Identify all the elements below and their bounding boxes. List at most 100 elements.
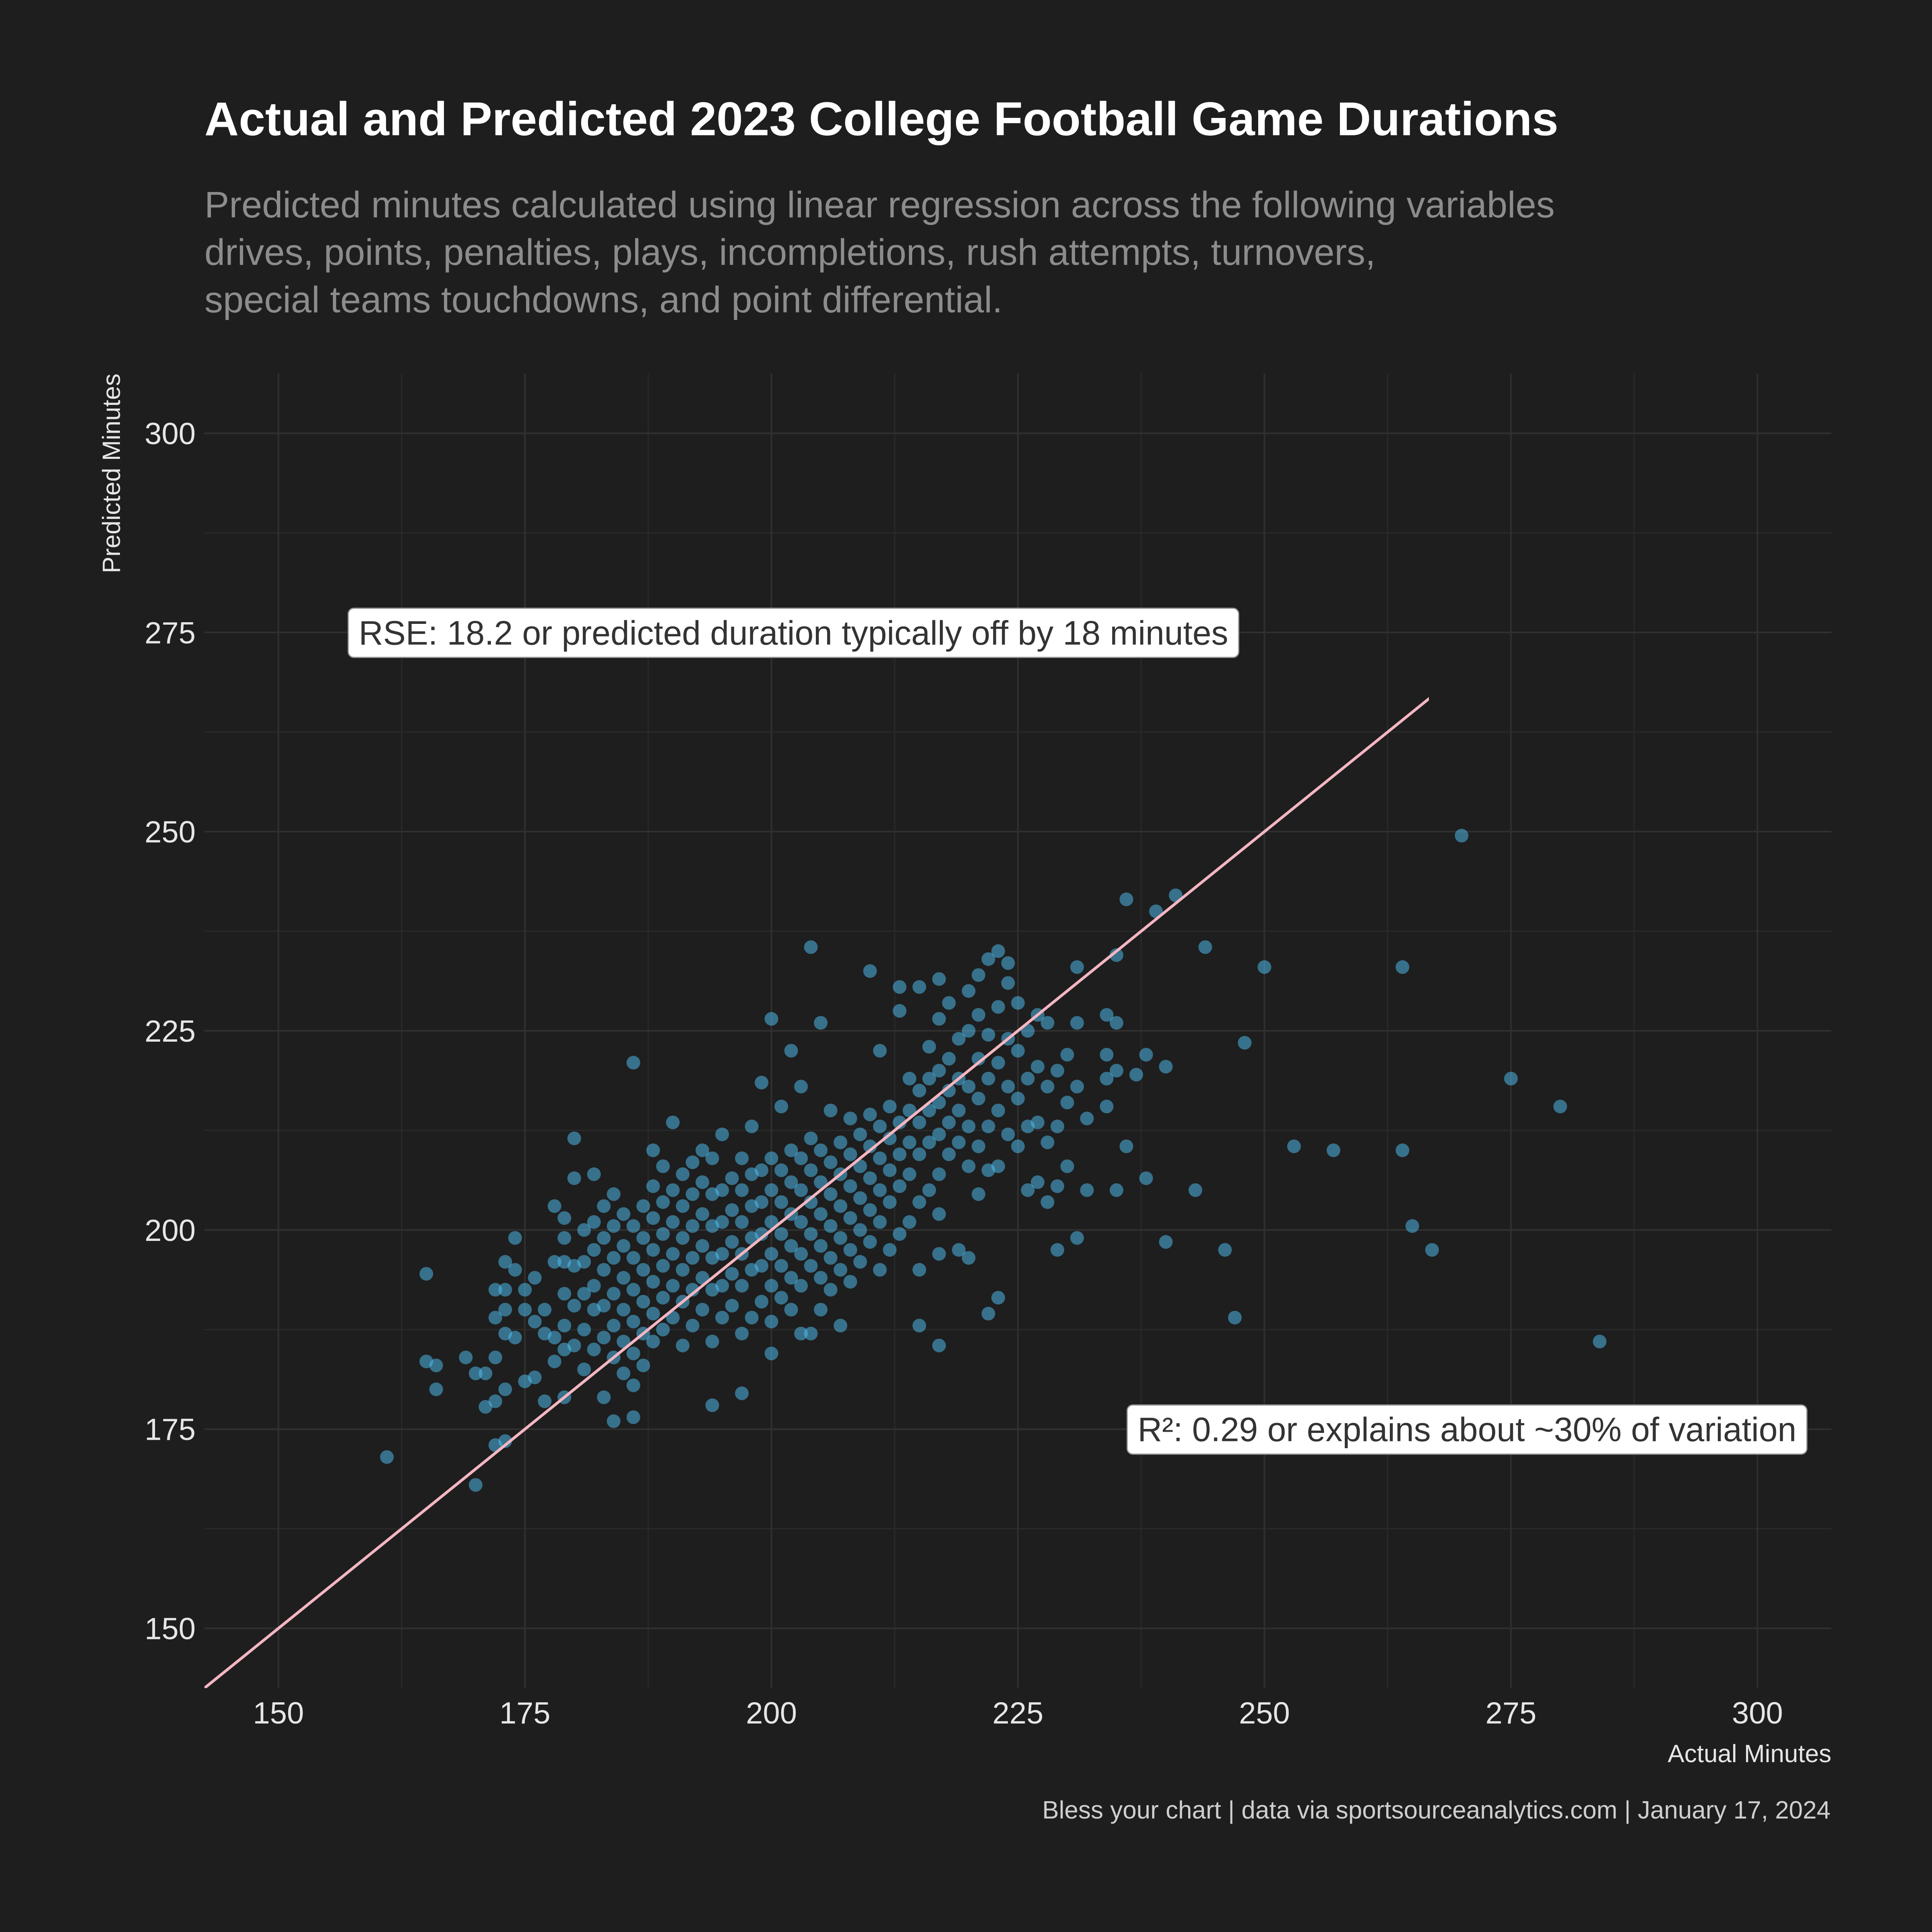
data-point (1593, 1334, 1607, 1348)
data-point (626, 1251, 640, 1265)
data-point (656, 1159, 670, 1173)
data-point (834, 1199, 848, 1213)
data-point (972, 1092, 986, 1106)
data-point (617, 1271, 631, 1285)
data-point (1109, 1183, 1123, 1197)
data-point (893, 1004, 907, 1018)
data-point (696, 1175, 710, 1189)
data-point (824, 1187, 838, 1201)
data-point (597, 1298, 611, 1313)
data-point (774, 1100, 788, 1114)
data-point (981, 1028, 995, 1042)
data-point (685, 1187, 700, 1201)
data-point (755, 1259, 769, 1273)
data-point (646, 1334, 660, 1348)
data-point (814, 1239, 828, 1253)
data-point (755, 1294, 769, 1309)
data-point (735, 1279, 749, 1293)
data-point (577, 1255, 591, 1269)
data-point (656, 1323, 670, 1337)
identity-line (204, 697, 1429, 1688)
data-point (1070, 960, 1084, 974)
data-point (518, 1283, 532, 1297)
data-point (774, 1227, 788, 1241)
data-point (587, 1167, 601, 1181)
data-point (804, 1163, 818, 1177)
data-point (755, 1195, 769, 1209)
data-point (1001, 1080, 1015, 1094)
data-point (834, 1263, 848, 1277)
data-point (745, 1311, 759, 1325)
data-point (735, 1386, 749, 1400)
data-point (705, 1398, 719, 1412)
data-point (1001, 956, 1015, 970)
data-point (508, 1331, 522, 1345)
data-point (656, 1195, 670, 1209)
data-point (617, 1239, 631, 1253)
data-point (1060, 1048, 1074, 1062)
data-point (666, 1115, 680, 1129)
data-point (725, 1171, 739, 1185)
data-point (794, 1247, 808, 1261)
data-point (1159, 1060, 1173, 1074)
data-point (1070, 1231, 1084, 1245)
data-point (557, 1287, 572, 1301)
data-point (902, 1167, 916, 1181)
data-point (1455, 829, 1469, 843)
data-point (607, 1187, 621, 1201)
data-point (1109, 1016, 1123, 1030)
data-point (607, 1414, 621, 1428)
data-point (962, 1251, 976, 1265)
data-point (1040, 1080, 1055, 1094)
data-point (804, 1227, 818, 1241)
data-point (932, 1207, 946, 1221)
data-point (942, 1115, 956, 1129)
data-point (932, 1012, 946, 1026)
data-point (834, 1231, 848, 1245)
data-point (755, 1075, 769, 1090)
y-axis-ticks: 150 175 200 225 250 275 300 (144, 417, 196, 1646)
data-point (1050, 1243, 1064, 1257)
data-point (646, 1143, 660, 1157)
data-point (459, 1350, 473, 1364)
data-point (380, 1450, 394, 1464)
data-point (942, 1052, 956, 1066)
annotations: RSE: 18.2 or predicted duration typicall… (347, 607, 1808, 1455)
data-point (814, 1143, 828, 1157)
data-point (626, 1378, 640, 1392)
data-point (597, 1390, 611, 1404)
data-point (962, 1080, 976, 1094)
data-point (1100, 1008, 1114, 1022)
annotation-label: RSE: 18.2 or predicted duration typicall… (347, 607, 1240, 658)
data-point (981, 1119, 995, 1133)
data-point (991, 1000, 1005, 1014)
data-point (656, 1259, 670, 1273)
data-point (764, 1183, 778, 1197)
data-point (912, 1115, 927, 1129)
data-point (1021, 1071, 1035, 1086)
data-point (1287, 1139, 1301, 1154)
x-tick-label: 150 (253, 1696, 304, 1730)
data-point (1109, 948, 1123, 962)
data-point (676, 1199, 690, 1213)
data-point (1070, 1080, 1084, 1094)
data-point (479, 1366, 493, 1381)
data-point (764, 1315, 778, 1329)
data-point (853, 1191, 867, 1205)
data-point (1198, 940, 1212, 954)
data-point (597, 1231, 611, 1245)
data-point (498, 1255, 512, 1269)
data-point (952, 1135, 966, 1150)
data-point (981, 1307, 995, 1321)
data-point (1060, 1096, 1074, 1110)
data-point (597, 1331, 611, 1345)
data-point (873, 1263, 887, 1277)
data-point (774, 1163, 788, 1177)
data-point (893, 1227, 907, 1241)
data-point (912, 1195, 927, 1209)
data-point (735, 1327, 749, 1341)
data-point (814, 1016, 828, 1030)
data-point (636, 1294, 650, 1309)
data-point (705, 1334, 719, 1348)
data-point (755, 1227, 769, 1241)
